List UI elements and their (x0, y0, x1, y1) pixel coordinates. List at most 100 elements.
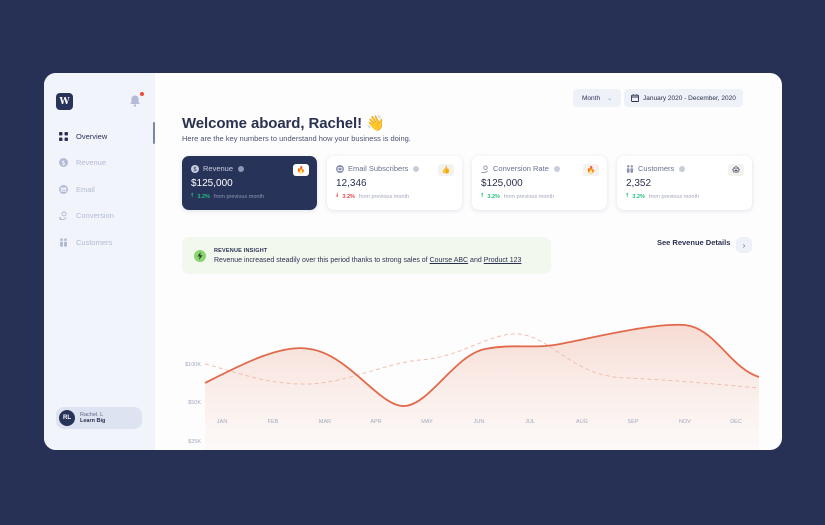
arrow-up-icon: 🠕 (191, 193, 194, 199)
sidebar: W Overview $ Revenue (44, 73, 155, 450)
kpi-value: 12,346 (336, 178, 367, 189)
svg-text:$: $ (193, 166, 197, 173)
page-subtitle: Here are the key numbers to understand h… (182, 134, 411, 143)
y-tick: $25K (188, 439, 201, 445)
revenue-chart: $100K $50K $25K $0 (155, 285, 782, 450)
email-icon (59, 184, 68, 194)
kpi-label: Revenue (203, 164, 234, 173)
kpi-value: $125,000 (191, 178, 233, 189)
notification-dot (140, 92, 144, 96)
kpi-delta: 3.2% (342, 193, 355, 200)
sidebar-item-customers[interactable]: Customers (44, 229, 155, 256)
kpi-delta: 3.2% (632, 193, 645, 200)
sidebar-item-label: Conversion (76, 211, 114, 221)
kpi-delta-text: from previous month (648, 193, 700, 200)
kpi-delta-text: from previous month (213, 193, 265, 200)
date-range-value: January 2020 - December, 2020 (643, 94, 736, 102)
app-window: W Overview $ Revenue (44, 73, 782, 450)
email-icon (336, 164, 344, 173)
bell-icon[interactable] (128, 94, 142, 108)
dollar-icon: $ (59, 158, 68, 168)
period-select-value: Month (582, 94, 601, 102)
chevron-right-icon[interactable]: › (736, 237, 752, 253)
sidebar-item-conversion[interactable]: Conversion (44, 203, 155, 230)
revenue-line (204, 323, 760, 407)
see-revenue-details-link[interactable]: See Revenue Details (657, 238, 731, 247)
main-content: Month ⌄ January 2020 - December, 2020 We… (155, 73, 782, 450)
x-tick: JUL (525, 419, 535, 425)
x-tick: DEC (730, 419, 742, 425)
info-icon[interactable] (679, 165, 686, 172)
calendar-icon (631, 94, 639, 102)
chart-plot (204, 323, 760, 450)
kpi-cards: $ Revenue 🔥 $125,000 🠕 3.2% from previou… (182, 156, 752, 210)
user-name: Rachel. L (80, 411, 104, 418)
insight-title: REVENUE INSIGHT (214, 247, 268, 254)
x-tick: MAY (421, 419, 433, 425)
period-select[interactable]: Month ⌄ (573, 89, 622, 107)
fire-icon: 🔥 (293, 164, 309, 176)
x-tick: NOV (679, 419, 691, 425)
page-title: Welcome aboard, Rachel! 👋 (182, 115, 385, 132)
customers-icon (626, 164, 634, 173)
kpi-label: Conversion Rate (493, 164, 549, 173)
sidebar-item-label: Overview (76, 131, 108, 141)
x-tick: APR (370, 419, 382, 425)
kpi-delta: 3.2% (197, 193, 210, 200)
lightning-icon (194, 249, 206, 262)
kpi-card-conversion-rate[interactable]: Conversion Rate 🔥 $125,000 🠕 3.2% from p… (472, 156, 607, 210)
kpi-delta-text: from previous month (358, 193, 410, 200)
kpi-card-customers[interactable]: Customers 😱 2,352 🠕 3.2% from previous m… (617, 156, 752, 210)
thumbs-up-icon: 👍 (438, 164, 454, 176)
revenue-insight-banner: REVENUE INSIGHT Revenue increased steadi… (182, 237, 551, 274)
sidebar-item-revenue[interactable]: $ Revenue (44, 150, 155, 177)
emoji-icon: 😱 (728, 164, 744, 176)
sidebar-item-overview[interactable]: Overview (44, 123, 155, 150)
kpi-delta: 3.2% (487, 193, 500, 200)
arrow-down-icon: 🠗 (336, 193, 339, 199)
x-tick: SEP (627, 419, 639, 425)
kpi-delta-text: from previous month (503, 193, 555, 200)
user-profile[interactable]: RL Rachel. L Learn Big (56, 407, 142, 429)
kpi-value: $125,000 (481, 178, 523, 189)
kpi-card-email-subscribers[interactable]: Email Subscribers 👍 12,346 🠗 3.2% from p… (327, 156, 462, 210)
y-tick: $100K (185, 362, 201, 368)
arrow-up-icon: 🠕 (626, 193, 629, 199)
conversion-icon (481, 164, 489, 173)
previous-period-line (204, 333, 760, 389)
chevron-down-icon: ⌄ (607, 95, 613, 102)
svg-text:$: $ (61, 159, 65, 167)
avatar: RL (59, 410, 75, 426)
date-range-picker[interactable]: January 2020 - December, 2020 (624, 89, 743, 107)
kpi-label: Email Subscribers (348, 164, 409, 173)
sidebar-active-indicator (153, 122, 155, 144)
fire-icon: 🔥 (583, 164, 599, 176)
app-logo[interactable]: W (56, 93, 73, 110)
sidebar-item-email[interactable]: Email (44, 176, 155, 203)
sidebar-item-label: Customers (76, 237, 113, 247)
sidebar-item-label: Revenue (76, 158, 107, 168)
x-tick: AUG (576, 419, 588, 425)
user-org: Learn Big (80, 418, 106, 424)
sidebar-item-label: Email (76, 184, 95, 194)
x-tick: JAN (216, 419, 228, 425)
arrow-up-icon: 🠕 (481, 193, 484, 199)
conversion-icon (59, 211, 68, 221)
revenue-area (205, 324, 759, 450)
info-icon[interactable] (413, 165, 420, 172)
x-tick: JUN (473, 419, 485, 425)
info-icon[interactable] (553, 165, 560, 172)
y-tick: $50K (188, 400, 201, 406)
grid-icon (59, 131, 68, 141)
info-icon[interactable] (238, 165, 245, 172)
customers-icon (59, 237, 68, 247)
product-123-link[interactable]: Product 123 (483, 256, 522, 264)
x-axis: JAN FEB MAR APR MAY JUN JUL AUG SEP NOV … (155, 285, 782, 450)
course-abc-link[interactable]: Course ABC (429, 256, 469, 264)
kpi-card-revenue[interactable]: $ Revenue 🔥 $125,000 🠕 3.2% from previou… (182, 156, 317, 210)
sidebar-nav: Overview $ Revenue Email Conversion (44, 123, 155, 256)
x-tick: FEB (267, 419, 279, 425)
kpi-value: 2,352 (626, 178, 652, 189)
dollar-icon: $ (191, 164, 199, 173)
insight-text: Revenue increased steadily over this per… (214, 256, 522, 264)
